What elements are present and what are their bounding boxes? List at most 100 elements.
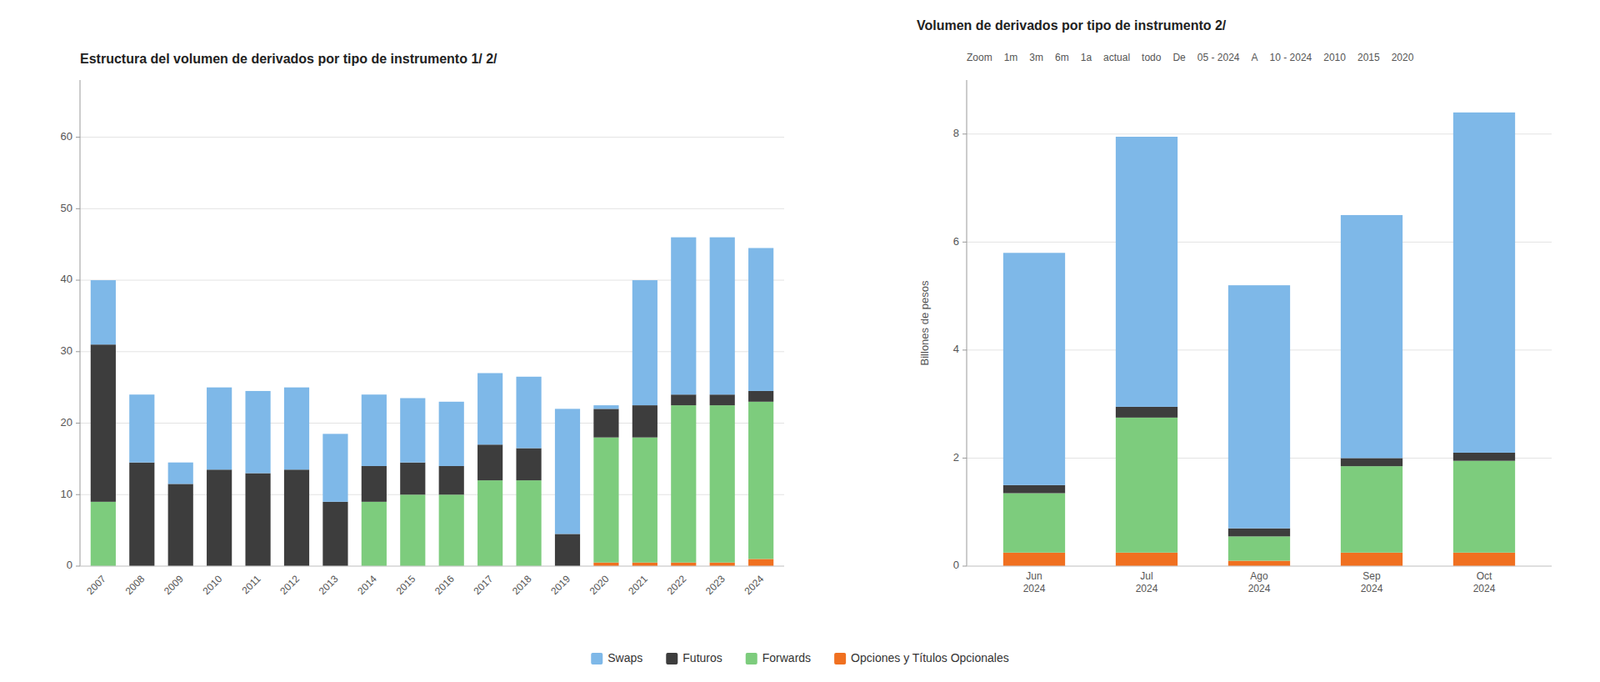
legend-item: Opciones y Títulos Opcionales xyxy=(834,650,1010,665)
bar-segment xyxy=(1003,552,1065,566)
y-tick xyxy=(962,133,967,135)
bar-segment xyxy=(1228,535,1290,560)
bar-segment xyxy=(1453,460,1515,553)
bar-segment xyxy=(400,462,425,495)
bar-segment xyxy=(477,444,503,480)
bar-segment xyxy=(632,405,658,438)
x-tick-label: Jun2024 xyxy=(1023,570,1046,595)
bar-segment xyxy=(670,394,696,405)
bar-segment xyxy=(439,401,465,466)
annotation: 1a xyxy=(1080,51,1093,64)
bar-segment xyxy=(1453,552,1515,566)
chart-title: Estructura del volumen de derivados por … xyxy=(80,51,498,66)
bar-segment xyxy=(206,469,232,566)
bar-segment xyxy=(670,237,696,395)
bar-segment xyxy=(593,405,619,409)
bar-segment xyxy=(748,247,774,390)
y-tick xyxy=(962,349,967,350)
bar-segment xyxy=(632,280,658,405)
bar-segment xyxy=(90,280,116,345)
x-tick-label: 2022 xyxy=(665,572,690,597)
bar-segment xyxy=(1003,485,1065,494)
bar-segment xyxy=(593,408,619,437)
x-tick-label: 2014 xyxy=(355,572,380,597)
bar-segment xyxy=(439,465,465,495)
bar-segment xyxy=(748,558,774,566)
y-tick xyxy=(75,350,80,352)
y-tick xyxy=(75,280,80,281)
bar-segment xyxy=(670,562,696,566)
chart: 02468Jun2024Jul2024Ago2024Sep2024Oct2024… xyxy=(916,18,1552,595)
annotation: 10 - 2024 xyxy=(1270,51,1313,64)
annotation: 2010 xyxy=(1323,51,1346,64)
bar-segment xyxy=(245,473,270,566)
plot-area xyxy=(80,80,785,566)
x-tick-label: 2019 xyxy=(548,572,573,597)
bar-segment xyxy=(1340,465,1403,553)
y-axis-line xyxy=(966,80,968,566)
y-tick-label: 4 xyxy=(953,342,960,355)
y-tick-label: 20 xyxy=(60,415,73,429)
y-tick xyxy=(75,422,80,424)
bar-segment xyxy=(477,480,503,566)
bar-segment xyxy=(1003,493,1065,553)
plot-area xyxy=(966,80,1552,566)
annotation: 05 - 2024 xyxy=(1197,51,1240,64)
x-tick-label: 2017 xyxy=(470,572,495,597)
y-axis-label: Billones de pesos xyxy=(918,280,931,365)
legend-label: Forwards xyxy=(762,650,811,665)
x-tick-label: 2013 xyxy=(316,572,341,597)
bar-segment xyxy=(1228,528,1290,537)
x-axis-line xyxy=(966,565,1552,567)
x-tick-label: 2024 xyxy=(741,572,766,597)
legend-swatch xyxy=(665,652,678,665)
y-tick-label: 50 xyxy=(60,201,73,215)
bar-segment xyxy=(1228,560,1290,566)
bar-segment xyxy=(322,433,348,501)
bar-segment xyxy=(90,501,116,566)
legend-swatch xyxy=(745,652,758,665)
bar-segment xyxy=(1115,406,1178,418)
x-tick-label: Ago2024 xyxy=(1248,570,1271,595)
bar-segment xyxy=(515,480,541,566)
bar-segment xyxy=(361,394,387,466)
bar-segment xyxy=(710,237,735,395)
x-axis-line xyxy=(80,565,785,567)
annotation: 6m xyxy=(1055,51,1070,64)
y-tick xyxy=(962,565,967,567)
chart-canvas: 0102030405060200720082009201020112012201… xyxy=(0,0,1600,682)
annotation: De xyxy=(1172,51,1186,64)
bar-segment xyxy=(670,405,696,563)
y-tick xyxy=(75,494,80,495)
bar-segment xyxy=(284,469,310,566)
x-tick-label: 2011 xyxy=(240,572,264,596)
bar-segment xyxy=(361,501,387,566)
legend-item: Forwards xyxy=(745,650,811,665)
bar-segment xyxy=(1453,452,1515,461)
bar-segment xyxy=(748,390,774,402)
y-tick xyxy=(75,565,80,567)
bar-segment xyxy=(1340,552,1403,566)
y-tick-label: 0 xyxy=(953,558,960,571)
legend: Swaps Futuros Forwards Opciones y Títulos O… xyxy=(590,650,1009,665)
x-tick-label: 2018 xyxy=(510,572,535,597)
annotation: 2015 xyxy=(1357,51,1380,64)
grid-line xyxy=(80,136,785,138)
bar-segment xyxy=(593,562,619,566)
legend-label: Futuros xyxy=(682,650,722,665)
y-tick xyxy=(75,136,80,138)
bar-segment xyxy=(1453,112,1515,453)
x-tick-label: 2007 xyxy=(84,572,109,597)
annotation: actual xyxy=(1103,51,1130,64)
x-tick-label: 2009 xyxy=(161,572,186,597)
legend-item: Swaps xyxy=(590,650,643,665)
bar-segment xyxy=(90,344,116,502)
grid-line xyxy=(80,565,785,567)
y-tick xyxy=(962,241,967,243)
y-tick-label: 0 xyxy=(66,558,73,571)
x-tick-label: Sep2024 xyxy=(1360,570,1384,595)
bar-segment xyxy=(400,398,425,463)
bar-segment xyxy=(477,373,503,445)
y-tick-label: 30 xyxy=(60,344,73,357)
x-tick-label: 2020 xyxy=(587,572,612,597)
